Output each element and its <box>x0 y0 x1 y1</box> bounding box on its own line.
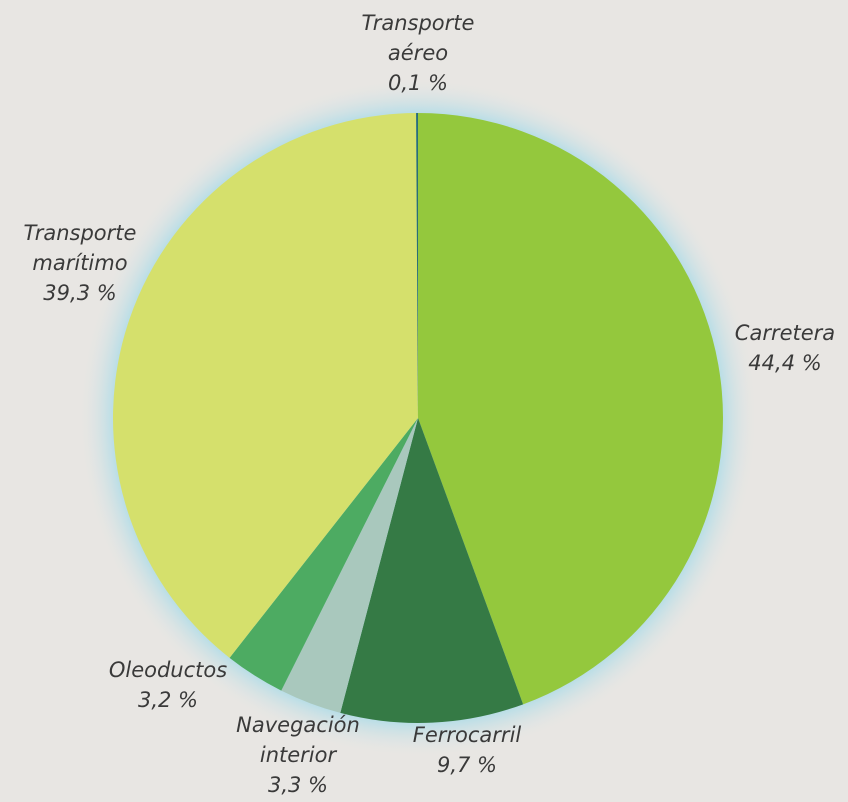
slice-label: Transporte marítimo <box>24 221 137 275</box>
slice-label-line: Ferrocarril <box>413 723 522 747</box>
slice-label-line: Transporte <box>24 221 137 245</box>
slice-label-line: Carretera <box>735 321 835 345</box>
slice-label: Carretera <box>735 321 835 345</box>
pie-slice <box>112 113 419 658</box>
slice-label: Oleoductos <box>109 658 227 682</box>
slice-value-label: 9,7 % <box>437 753 497 777</box>
slice-value-label: 3,2 % <box>138 688 198 712</box>
pie-slice <box>416 113 418 418</box>
pie-slice <box>340 418 524 723</box>
slice-label: Ferrocarril <box>413 723 522 747</box>
slice-label-line: aéreo <box>388 41 448 65</box>
pie-slice <box>281 418 418 713</box>
slice-label-line: Transporte <box>362 11 475 35</box>
slice-label: Navegación interior <box>236 713 360 767</box>
slice-label: Transporte aéreo <box>362 11 475 65</box>
pie-slice <box>418 113 724 705</box>
slice-label-line: Oleoductos <box>109 658 227 682</box>
slice-value-label: 39,3 % <box>43 281 116 305</box>
slice-value-label: 0,1 % <box>388 71 448 95</box>
slice-label-line: marítimo <box>32 251 127 275</box>
pie-slice <box>229 418 418 691</box>
slice-value-label: 3,3 % <box>268 773 328 797</box>
slice-label-line: interior <box>260 743 338 767</box>
slice-value-label: 44,4 % <box>748 351 821 375</box>
slice-label-line: Navegación <box>236 713 360 737</box>
